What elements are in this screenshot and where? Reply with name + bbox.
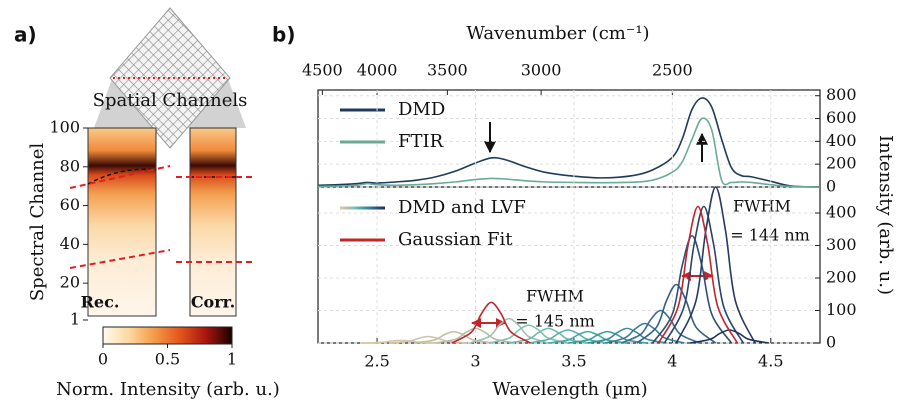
legend-swatch [340,206,385,210]
data-line [469,317,549,344]
panel-label: b) [272,23,295,47]
data-line [675,186,756,344]
colorbar-tick-label: 0.5 [155,350,180,369]
data-line [489,324,569,344]
y-tick-label: 80 [60,156,80,175]
data-line [657,205,739,344]
legend-label: FTIR [398,131,444,152]
heatmap-corr [189,127,237,317]
guide-line [69,165,171,189]
legend-swatch [340,140,385,144]
data-line [663,205,744,344]
y-tick-label: 600 [826,108,857,127]
image-label: Rec. [81,293,120,312]
plot-area [318,95,820,188]
top-x-tick-label: 4000 [357,61,398,80]
data-line [605,322,685,344]
data-line [508,327,588,344]
top-x-tick-label: 4500 [302,61,343,80]
annotation: = 145 nm [515,312,595,331]
plot-area [318,90,820,344]
data-line [636,283,717,344]
annotation: = 144 nm [730,226,810,245]
data-line [414,330,494,344]
y-tick-label: 400 [826,203,857,222]
y-tick-label: 1 [70,310,80,329]
colorbar-tick-label: 0 [98,350,108,369]
legend-swatch [340,108,385,112]
y-tick-label: 200 [826,154,857,173]
y-tick-label: 20 [60,273,80,292]
y-tick-label: 100 [826,300,857,319]
x-tick-label: 3 [470,352,480,371]
annotation: FWHM [733,197,791,216]
legend-label: DMD [398,99,445,120]
y-tick-label: 100 [49,118,80,137]
top-label: Spatial Channels [93,90,248,111]
legend-label: DMD and LVF [398,197,526,218]
top-x-tick-label: 2500 [652,61,693,80]
panel-label: a) [14,23,37,47]
colorbar [102,326,233,345]
top-x-tick-label: 3000 [521,61,562,80]
y-tick-label: 800 [826,85,857,104]
x-axis-label: Wavelength (µm) [492,379,647,400]
guide-line [69,249,171,269]
x-tick-label: 4 [667,352,677,371]
y-axis-label: Intensity (arb. u.) [875,135,896,295]
data-line [652,234,733,344]
y-tick-label: 40 [60,234,80,253]
data-line [435,327,516,344]
data-line [451,301,532,344]
top-x-axis-label: Wavenumber (cm⁻¹) [466,23,649,44]
top-x-tick-label: 3500 [427,61,468,80]
x-tick-label: 4.5 [758,352,783,371]
y-tick-label: 0 [826,177,836,196]
heatmap-rec [87,127,157,317]
data-line [317,117,821,188]
x-tick-label: 3.5 [561,352,586,371]
y-tick-label: 400 [826,131,857,150]
colorbar-tick-label: 1 [227,350,237,369]
y-tick-label: 60 [60,195,80,214]
data-line [587,327,667,344]
data-line [317,97,821,188]
y-tick-label: 300 [826,235,857,254]
data-line [620,309,701,344]
x-tick-label: 2.5 [364,352,389,371]
annotation: FWHM [526,287,584,306]
y-tick-label: 200 [826,268,857,287]
legend-swatch [340,238,385,242]
y-tick-label: 0 [826,333,836,352]
colorbar-label: Norm. Intensity (arb. u.) [56,379,280,400]
image-label: Corr. [191,293,235,312]
y-axis-label: Spectral Channel [27,143,48,302]
legend-label: Gaussian Fit [398,229,513,250]
data-line [548,330,628,344]
